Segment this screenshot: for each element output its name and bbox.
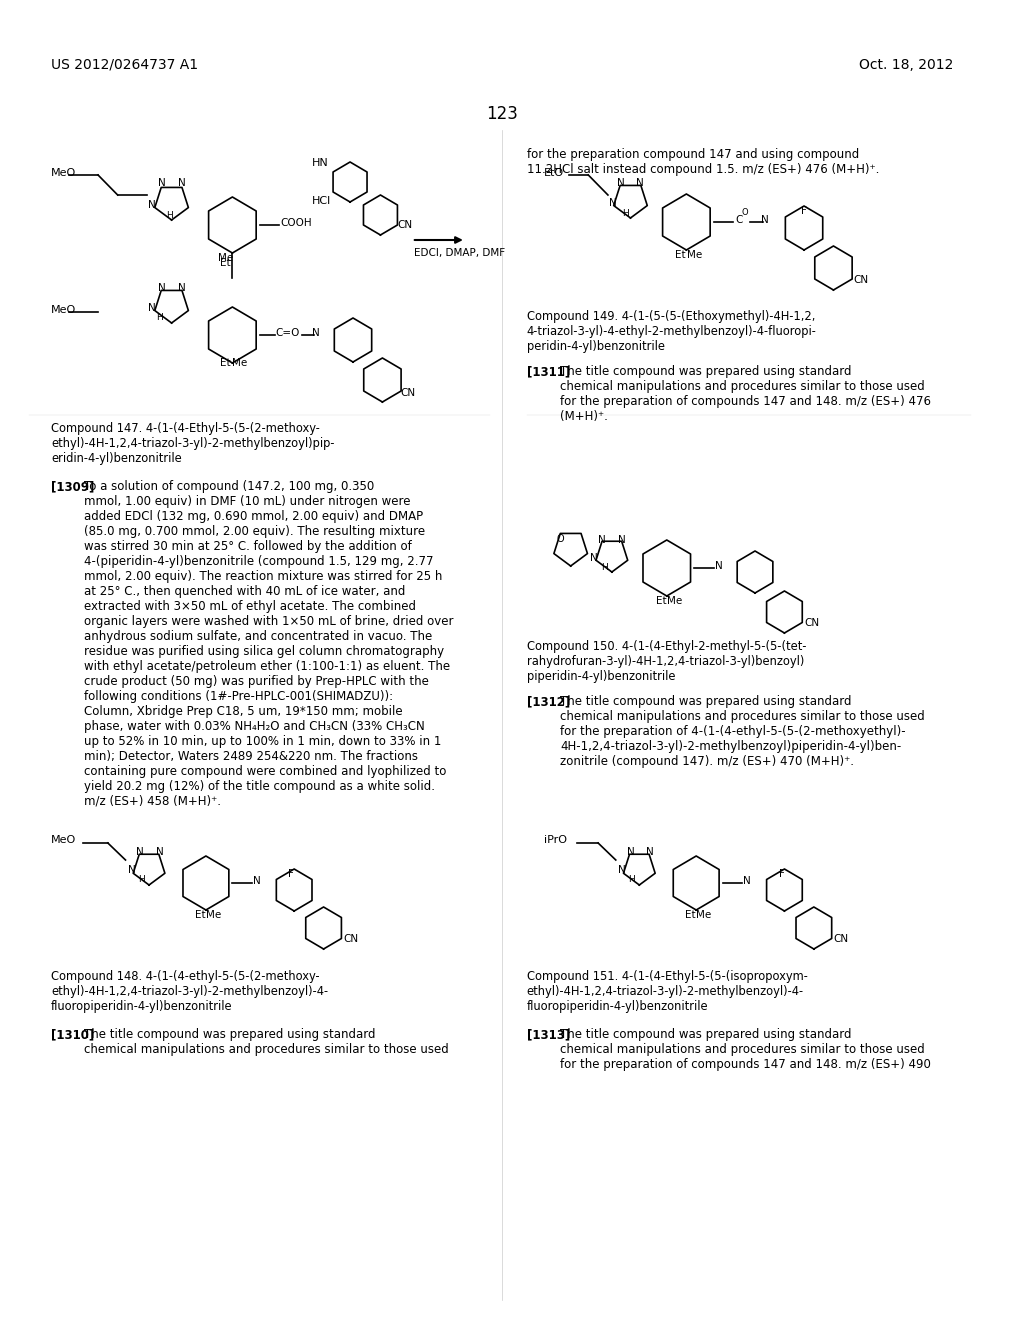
Text: N: N [598, 535, 606, 545]
Text: iPrO: iPrO [544, 836, 567, 845]
Text: N: N [715, 561, 723, 572]
Text: [1311]: [1311] [526, 366, 569, 378]
Text: CN: CN [834, 935, 849, 944]
Text: for the preparation compound 147 and using compound
11.2HCl salt instead compoun: for the preparation compound 147 and usi… [526, 148, 879, 176]
Text: The title compound was prepared using standard
chemical manipulations and proced: The title compound was prepared using st… [560, 366, 931, 422]
Text: N: N [148, 201, 156, 210]
Text: N: N [158, 178, 166, 187]
Text: F: F [801, 206, 807, 216]
Text: Oct. 18, 2012: Oct. 18, 2012 [859, 58, 953, 73]
Text: F: F [778, 869, 784, 879]
Text: Compound 151. 4-(1-(4-Ethyl-5-(5-(isopropoxym-
ethyl)-4H-1,2,4-triazol-3-yl)-2-m: Compound 151. 4-(1-(4-Ethyl-5-(5-(isopro… [526, 970, 808, 1012]
Text: H: H [623, 209, 629, 218]
Text: N: N [617, 535, 626, 545]
Text: EDCl, DMAP, DMF: EDCl, DMAP, DMF [414, 248, 505, 257]
Text: Et: Et [675, 249, 686, 260]
Text: CN: CN [804, 618, 819, 628]
Text: Compound 148. 4-(1-(4-ethyl-5-(5-(2-methoxy-
ethyl)-4H-1,2,4-triazol-3-yl)-2-met: Compound 148. 4-(1-(4-ethyl-5-(5-(2-meth… [51, 970, 328, 1012]
Text: N: N [177, 282, 185, 293]
Text: Me: Me [231, 358, 247, 368]
Text: N: N [761, 215, 769, 224]
Text: Et: Et [685, 909, 695, 920]
Text: N: N [609, 198, 616, 209]
Text: Me: Me [218, 253, 233, 263]
Text: EtO: EtO [544, 168, 564, 178]
Text: MeO: MeO [51, 168, 76, 178]
Text: Compound 149. 4-(1-(5-(5-(Ethoxymethyl)-4H-1,2,
4-triazol-3-yl)-4-ethyl-2-methyl: Compound 149. 4-(1-(5-(5-(Ethoxymethyl)-… [526, 310, 816, 352]
Text: N: N [627, 847, 634, 857]
Text: Et: Et [655, 597, 667, 606]
Text: [1309]: [1309] [51, 480, 94, 492]
Text: N: N [616, 178, 625, 187]
Text: H: H [157, 314, 163, 322]
Text: CN: CN [400, 388, 415, 399]
Text: Compound 150. 4-(1-(4-Ethyl-2-methyl-5-(5-(tet-
rahydrofuran-3-yl)-4H-1,2,4-tria: Compound 150. 4-(1-(4-Ethyl-2-methyl-5-(… [526, 640, 806, 682]
Text: Compound 147. 4-(1-(4-Ethyl-5-(5-(2-methoxy-
ethyl)-4H-1,2,4-triazol-3-yl)-2-met: Compound 147. 4-(1-(4-Ethyl-5-(5-(2-meth… [51, 422, 335, 465]
Text: N: N [177, 178, 185, 187]
Text: [1313]: [1313] [526, 1028, 569, 1041]
Text: MeO: MeO [51, 305, 76, 315]
Text: To a solution of compound (147.2, 100 mg, 0.350
mmol, 1.00 equiv) in DMF (10 mL): To a solution of compound (147.2, 100 mg… [84, 480, 454, 808]
Text: N: N [253, 876, 261, 886]
Text: US 2012/0264737 A1: US 2012/0264737 A1 [51, 58, 198, 73]
Text: Me: Me [687, 249, 701, 260]
Text: MeO: MeO [51, 836, 76, 845]
Text: H: H [166, 210, 173, 219]
Text: N: N [637, 178, 644, 187]
Text: C: C [735, 215, 742, 224]
Text: COOH: COOH [281, 218, 312, 228]
Text: O: O [556, 535, 564, 544]
Text: C=O: C=O [275, 327, 300, 338]
Text: F: F [289, 869, 294, 879]
Text: N: N [646, 847, 654, 857]
Text: Me: Me [206, 909, 221, 920]
Text: N: N [158, 282, 166, 293]
Text: O: O [741, 209, 748, 216]
Text: HCl: HCl [312, 195, 331, 206]
Text: N: N [128, 865, 135, 875]
Text: N: N [148, 304, 156, 313]
Text: The title compound was prepared using standard
chemical manipulations and proced: The title compound was prepared using st… [560, 1028, 931, 1071]
Text: Et: Et [220, 358, 230, 368]
Text: [1310]: [1310] [51, 1028, 94, 1041]
Text: Et: Et [220, 257, 230, 268]
Text: N: N [136, 847, 144, 857]
Text: N: N [312, 327, 319, 338]
Text: The title compound was prepared using standard
chemical manipulations and proced: The title compound was prepared using st… [84, 1028, 450, 1056]
Text: N: N [617, 865, 626, 875]
Text: Me: Me [696, 909, 712, 920]
Text: Et: Et [195, 909, 206, 920]
Text: H: H [628, 875, 635, 884]
Text: H: H [601, 564, 607, 573]
Text: N: N [743, 876, 751, 886]
Text: N: N [590, 553, 598, 564]
Text: CN: CN [343, 935, 358, 944]
Text: N: N [156, 847, 164, 857]
Text: HN: HN [312, 158, 329, 168]
Text: H: H [138, 875, 144, 884]
Text: 123: 123 [486, 106, 518, 123]
Text: The title compound was prepared using standard
chemical manipulations and proced: The title compound was prepared using st… [560, 696, 925, 768]
Text: [1312]: [1312] [526, 696, 569, 708]
Text: Me: Me [667, 597, 682, 606]
Text: CN: CN [853, 275, 868, 285]
Text: CN: CN [397, 220, 413, 230]
